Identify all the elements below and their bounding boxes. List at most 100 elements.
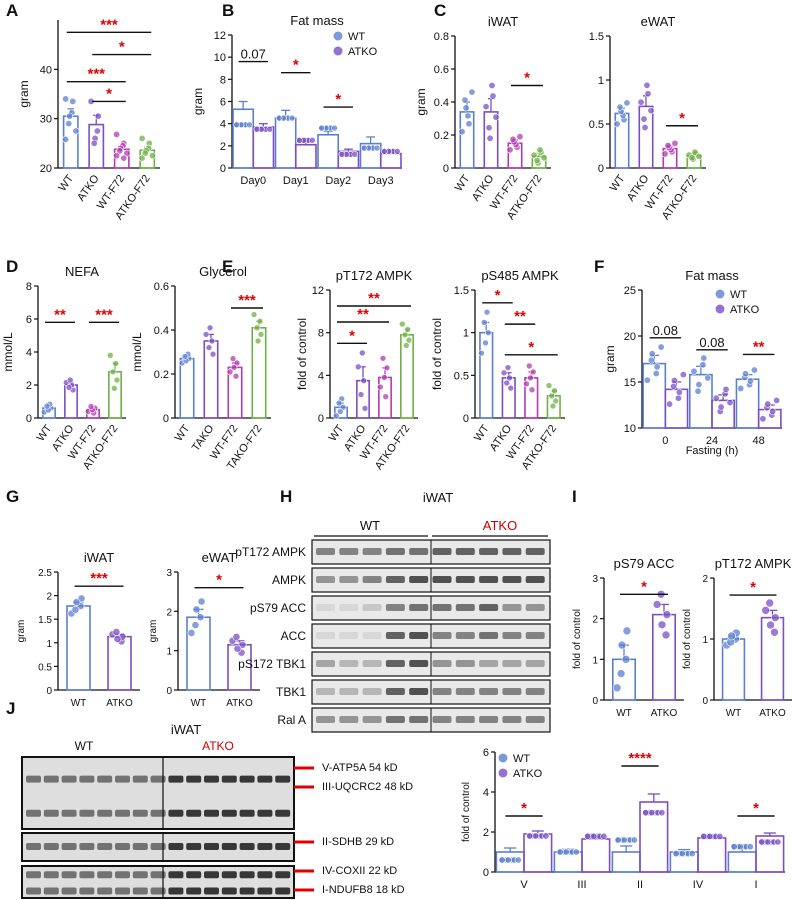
- significance-label: 0.07: [241, 47, 266, 62]
- western-blot-h: iWAT WT ATKO pT172 AMPK AMPK pS79 ACC ACC pS172…: [235, 490, 551, 733]
- data-point: [769, 407, 777, 415]
- panel-letter: G: [6, 487, 19, 506]
- x-tick-label: 0: [662, 435, 668, 447]
- data-point: [540, 154, 548, 162]
- bar-wt: [727, 851, 757, 873]
- blot-band: [432, 688, 452, 695]
- blot-band: [221, 887, 237, 895]
- data-point: [530, 151, 538, 159]
- significance-label: *: [335, 91, 341, 108]
- y-tick-label: 4: [220, 119, 226, 131]
- y-tick-label: 0: [702, 696, 708, 707]
- data-point: [232, 372, 240, 380]
- blot-band: [479, 660, 499, 667]
- blot-band: [432, 660, 452, 667]
- significance-label: *: [679, 110, 685, 127]
- bar: [611, 658, 636, 701]
- data-point: [661, 630, 671, 640]
- data-point: [226, 368, 234, 376]
- data-point: [730, 843, 738, 851]
- blot-band: [479, 716, 499, 723]
- y-tick-label: 10: [214, 52, 226, 64]
- blot-band: [221, 775, 237, 783]
- data-point: [379, 354, 387, 362]
- chart-g-ewat: 0 1 2 3 eWAT gram WT ATKO *: [148, 550, 260, 709]
- data-point: [616, 103, 624, 111]
- data-point: [726, 399, 734, 407]
- data-point: [551, 387, 558, 394]
- data-point: [691, 148, 699, 156]
- y-tick-label: 0.2: [154, 369, 169, 381]
- blot-band: [132, 775, 148, 783]
- data-point: [256, 317, 264, 325]
- data-point: [699, 361, 707, 369]
- chart-i-ps79: 0 1 2 3 pS79 ACC fold of control WT ATKO *: [572, 556, 684, 719]
- data-point: [138, 154, 146, 162]
- data-point: [622, 626, 632, 636]
- y-tick-label: 1: [592, 655, 598, 666]
- blot-band: [385, 688, 405, 695]
- y-axis-label: mmol/L: [1, 332, 15, 372]
- significance-label: *: [750, 579, 756, 596]
- x-tick-label: WT: [616, 708, 632, 719]
- data-point: [205, 344, 213, 351]
- blot-band: [502, 716, 522, 723]
- blot-band: [455, 576, 475, 583]
- y-tick-label: 20: [624, 331, 636, 343]
- data-point: [351, 151, 359, 158]
- blot-band: [257, 809, 273, 817]
- data-point: [196, 613, 205, 622]
- blot-band: [275, 843, 291, 850]
- panel-letter: E: [222, 257, 233, 276]
- data-point: [485, 124, 493, 132]
- y-tick-label: 2: [702, 574, 708, 585]
- group-label-atko: ATKO: [202, 739, 234, 753]
- x-tick-label: WT: [35, 423, 55, 444]
- chart-title: pS485 AMPK: [481, 268, 559, 283]
- y-tick-label: 1.5: [454, 285, 469, 297]
- data-point: [468, 88, 476, 96]
- blot-band: [61, 843, 77, 850]
- y-tick-label: 0.2: [434, 130, 449, 142]
- data-point: [489, 92, 497, 100]
- data-point: [405, 336, 413, 344]
- y-tick-label: 4: [483, 787, 489, 799]
- blot-row-label: pS172 TBK1: [238, 657, 306, 671]
- blot-band: [385, 576, 405, 583]
- y-tick-label: 3: [592, 574, 598, 585]
- data-point: [357, 391, 365, 398]
- bar-atko: [664, 388, 689, 429]
- data-point: [678, 850, 686, 858]
- blot-band: [168, 887, 184, 895]
- blot-band: [409, 716, 429, 723]
- chart-title: Fat mass: [290, 13, 344, 28]
- x-tick-label: III: [577, 879, 586, 891]
- y-tick-label: 0.6: [154, 281, 169, 293]
- data-point: [695, 381, 703, 389]
- data-point: [532, 832, 540, 840]
- blot-band: [257, 775, 273, 783]
- blot-band: [97, 871, 113, 879]
- y-tick-label: 0: [483, 867, 489, 879]
- blot-band: [168, 809, 184, 817]
- blot-band: [502, 604, 522, 611]
- significance-label: *: [293, 57, 299, 74]
- blot-band: [362, 632, 382, 639]
- data-point: [590, 832, 598, 840]
- data-point: [750, 366, 758, 374]
- y-tick-label: 30: [40, 114, 52, 126]
- legend-marker: [333, 31, 343, 41]
- significance-label: ***: [87, 66, 105, 83]
- x-tick-label: ATKO: [226, 698, 253, 709]
- blot-band: [43, 843, 59, 850]
- blot-title: iWAT: [423, 490, 453, 505]
- data-point: [335, 399, 343, 407]
- data-point: [338, 151, 346, 158]
- significance-label: ****: [628, 750, 652, 767]
- blot-band: [502, 660, 522, 667]
- blot-marker-label: IV-COXII 22 kD: [322, 865, 397, 877]
- data-point: [254, 337, 262, 345]
- data-point: [737, 384, 745, 392]
- blot-band: [26, 843, 41, 850]
